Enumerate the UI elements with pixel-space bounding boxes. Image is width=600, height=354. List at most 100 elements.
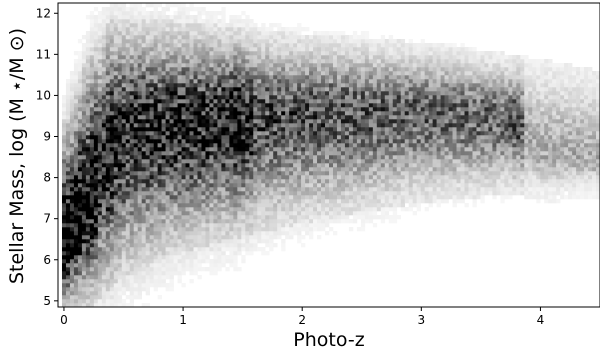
density-cell <box>388 215 394 220</box>
density-cell <box>153 255 158 260</box>
density-cell <box>77 107 83 112</box>
density-cell <box>61 127 67 132</box>
density-cell <box>85 15 91 20</box>
density-cell <box>329 191 334 196</box>
density-cell <box>297 159 302 164</box>
density-cell <box>233 27 238 32</box>
density-cell <box>193 203 198 208</box>
density-cell <box>372 123 378 128</box>
density-cell <box>329 215 334 220</box>
density-cell <box>329 179 334 184</box>
density-cell <box>157 63 162 68</box>
density-cell <box>201 267 206 272</box>
density-cell <box>352 87 358 92</box>
density-cell <box>301 155 306 160</box>
density-cell <box>141 119 146 124</box>
density-cell <box>97 215 103 220</box>
density-cell <box>281 135 286 140</box>
density-cell <box>73 247 79 252</box>
density-cell <box>85 195 91 200</box>
density-cell <box>181 135 186 140</box>
density-cell <box>93 191 99 196</box>
density-cell <box>257 203 262 208</box>
density-cell <box>169 15 174 20</box>
density-cell <box>229 103 234 108</box>
density-cell <box>117 183 123 188</box>
density-cell <box>73 243 79 248</box>
density-cell <box>73 95 79 100</box>
density-cell <box>325 95 330 100</box>
density-cell <box>321 31 326 36</box>
density-cell <box>293 171 298 176</box>
density-cell <box>77 251 83 256</box>
density-cell <box>209 119 214 124</box>
density-cell <box>309 59 314 64</box>
density-cell <box>177 227 182 232</box>
density-cell <box>165 27 170 32</box>
density-cell <box>125 143 131 148</box>
density-cell <box>352 111 358 116</box>
density-cell <box>356 191 362 196</box>
density-cell <box>101 47 107 52</box>
density-cell <box>340 147 346 152</box>
density-cell <box>141 11 146 16</box>
density-cell <box>161 279 166 284</box>
density-cell <box>69 215 75 220</box>
density-cell <box>245 83 250 88</box>
density-cell <box>209 243 214 248</box>
density-cell <box>77 63 83 68</box>
density-cell <box>85 235 91 240</box>
density-cell <box>336 187 342 192</box>
density-cell <box>113 275 119 280</box>
density-cell <box>73 91 79 96</box>
density-cell <box>181 191 186 196</box>
density-cell <box>129 75 135 80</box>
density-cell <box>277 167 282 172</box>
density-cell <box>213 267 218 272</box>
density-cell <box>109 11 115 16</box>
density-cell <box>161 55 166 60</box>
density-cell <box>269 71 274 76</box>
density-cell <box>301 71 306 76</box>
density-cell <box>305 203 310 208</box>
density-cell <box>105 303 111 308</box>
density-cell <box>89 87 95 92</box>
density-cell <box>69 203 75 208</box>
density-cell <box>309 151 314 156</box>
density-cell <box>205 55 210 60</box>
density-cell <box>237 35 242 40</box>
density-cell <box>229 195 234 200</box>
density-cell <box>101 255 107 260</box>
density-cell <box>165 259 170 264</box>
density-cell <box>161 167 166 172</box>
density-cell <box>129 163 135 168</box>
density-cell <box>141 135 146 140</box>
density-cell <box>344 123 350 128</box>
density-cell <box>225 175 230 180</box>
density-cell <box>189 31 194 36</box>
density-cell <box>217 227 222 232</box>
density-cell <box>209 75 214 80</box>
density-cell <box>89 127 95 132</box>
density-cell <box>133 283 139 288</box>
density-cell <box>145 31 150 36</box>
density-cell <box>213 19 218 24</box>
density-cell <box>181 139 186 144</box>
density-cell <box>97 39 103 44</box>
density-cell <box>85 147 91 152</box>
density-cell <box>332 215 338 220</box>
density-cell <box>93 59 99 64</box>
density-cell <box>161 83 166 88</box>
density-cell <box>265 151 270 156</box>
density-cell <box>277 31 282 36</box>
density-cell <box>93 163 99 168</box>
density-cell <box>217 195 222 200</box>
density-cell <box>137 107 142 112</box>
density-cell <box>149 171 154 176</box>
density-cell <box>77 219 83 224</box>
density-cell <box>249 135 254 140</box>
density-cell <box>241 43 246 48</box>
density-cell <box>197 47 202 52</box>
density-cell <box>121 187 127 192</box>
density-cell <box>301 91 306 96</box>
